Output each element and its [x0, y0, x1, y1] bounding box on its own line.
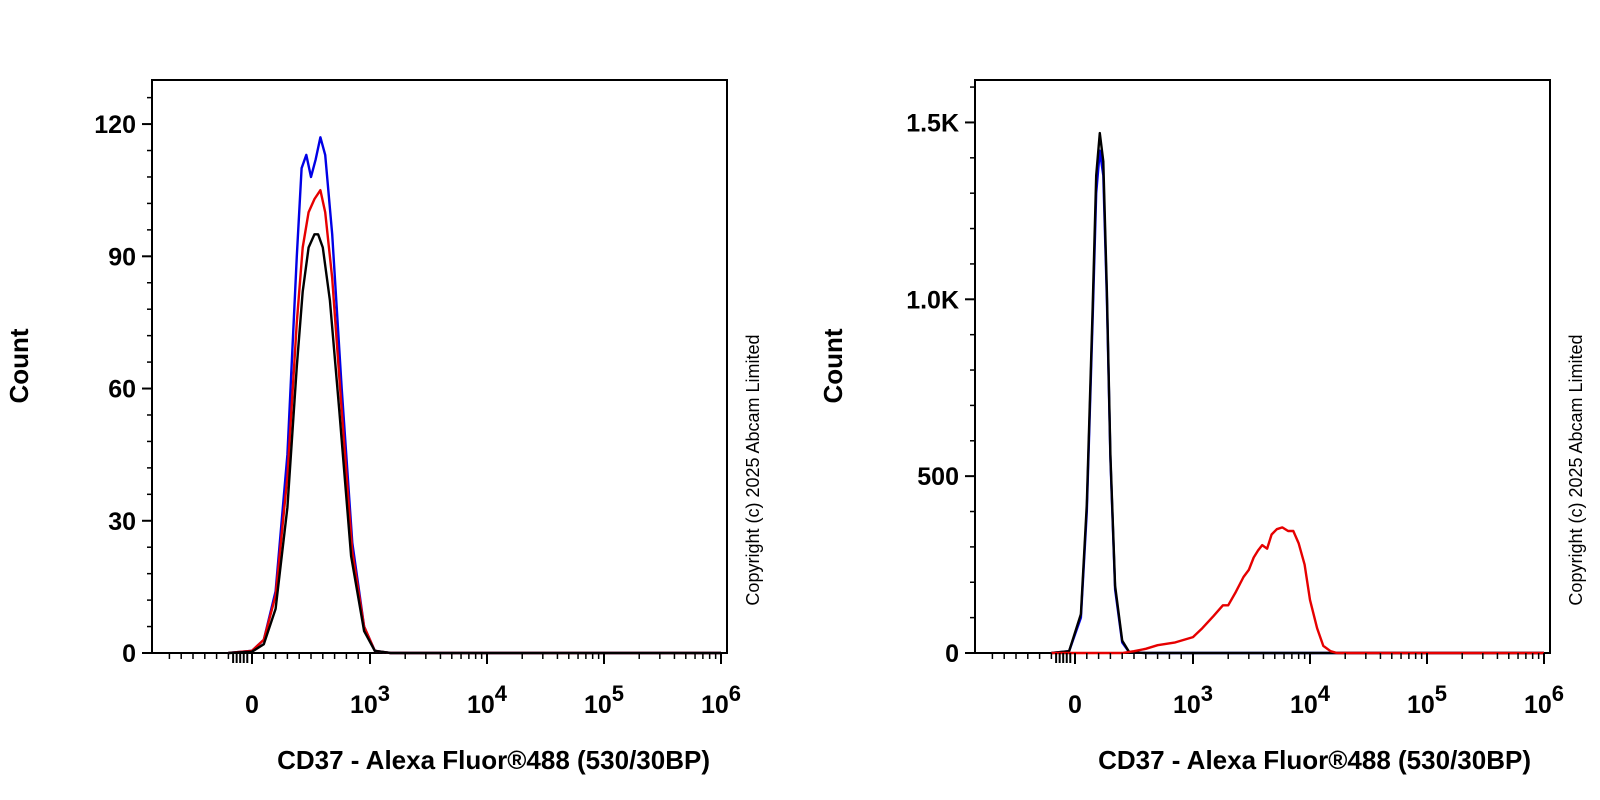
right-y-axis-title: Count	[818, 328, 848, 403]
y-tick-label: 30	[108, 508, 136, 536]
y-tick-label: 0	[122, 640, 136, 668]
x-tick-label: 106	[1524, 681, 1564, 719]
y-tick-label: 0	[945, 640, 959, 668]
left-x-axis-title: CD37 - Alexa Fluor®488 (530/30BP)	[277, 745, 710, 775]
right-plot-frame	[974, 79, 1551, 654]
right-plot-series	[1051, 131, 1544, 655]
x-tick-label: 105	[584, 681, 624, 719]
left-plot-frame	[151, 79, 728, 654]
histogram-series-line	[1051, 131, 1544, 655]
left-y-axis: 0 30 60 90 120	[94, 96, 152, 668]
histogram-series-line	[1051, 526, 1544, 655]
right-copyright-text: Copyright (c) 2025 Abcam Limited	[1566, 334, 1586, 605]
left-histogram-panel: 0 30 60 90 120 0 103 104 105 106 CD37 - Alexa Fl…	[4, 79, 763, 775]
x-tick-label: 106	[701, 681, 741, 719]
x-tick-label: 104	[467, 681, 508, 719]
x-tick-label: 0	[245, 691, 259, 719]
y-tick-label: 60	[108, 376, 136, 404]
y-tick-label: 1.5K	[906, 109, 959, 137]
x-tick-label: 104	[1290, 681, 1331, 719]
x-tick-label: 105	[1407, 681, 1447, 719]
y-tick-label: 1.0K	[906, 286, 959, 314]
right-x-axis: 0 103 104 105 106	[991, 653, 1564, 719]
x-tick-label: 103	[1173, 681, 1213, 719]
x-tick-label: 0	[1068, 691, 1082, 719]
left-x-axis: 0 103 104 105 106	[168, 653, 741, 719]
y-tick-label: 90	[108, 243, 136, 271]
histogram-series-line	[228, 233, 721, 655]
right-x-axis-title: CD37 - Alexa Fluor®488 (530/30BP)	[1098, 745, 1531, 775]
left-copyright-text: Copyright (c) 2025 Abcam Limited	[743, 334, 763, 605]
left-y-axis-title: Count	[4, 328, 34, 403]
y-tick-label: 120	[94, 111, 136, 139]
right-histogram-panel: 0 500 1.0K 1.5K 0 103 104 105 106 CD37 - Alexa …	[818, 79, 1586, 775]
x-tick-label: 103	[350, 681, 390, 719]
right-y-axis: 0 500 1.0K 1.5K	[906, 86, 975, 668]
left-plot-series	[228, 136, 721, 655]
y-tick-label: 500	[917, 463, 959, 491]
